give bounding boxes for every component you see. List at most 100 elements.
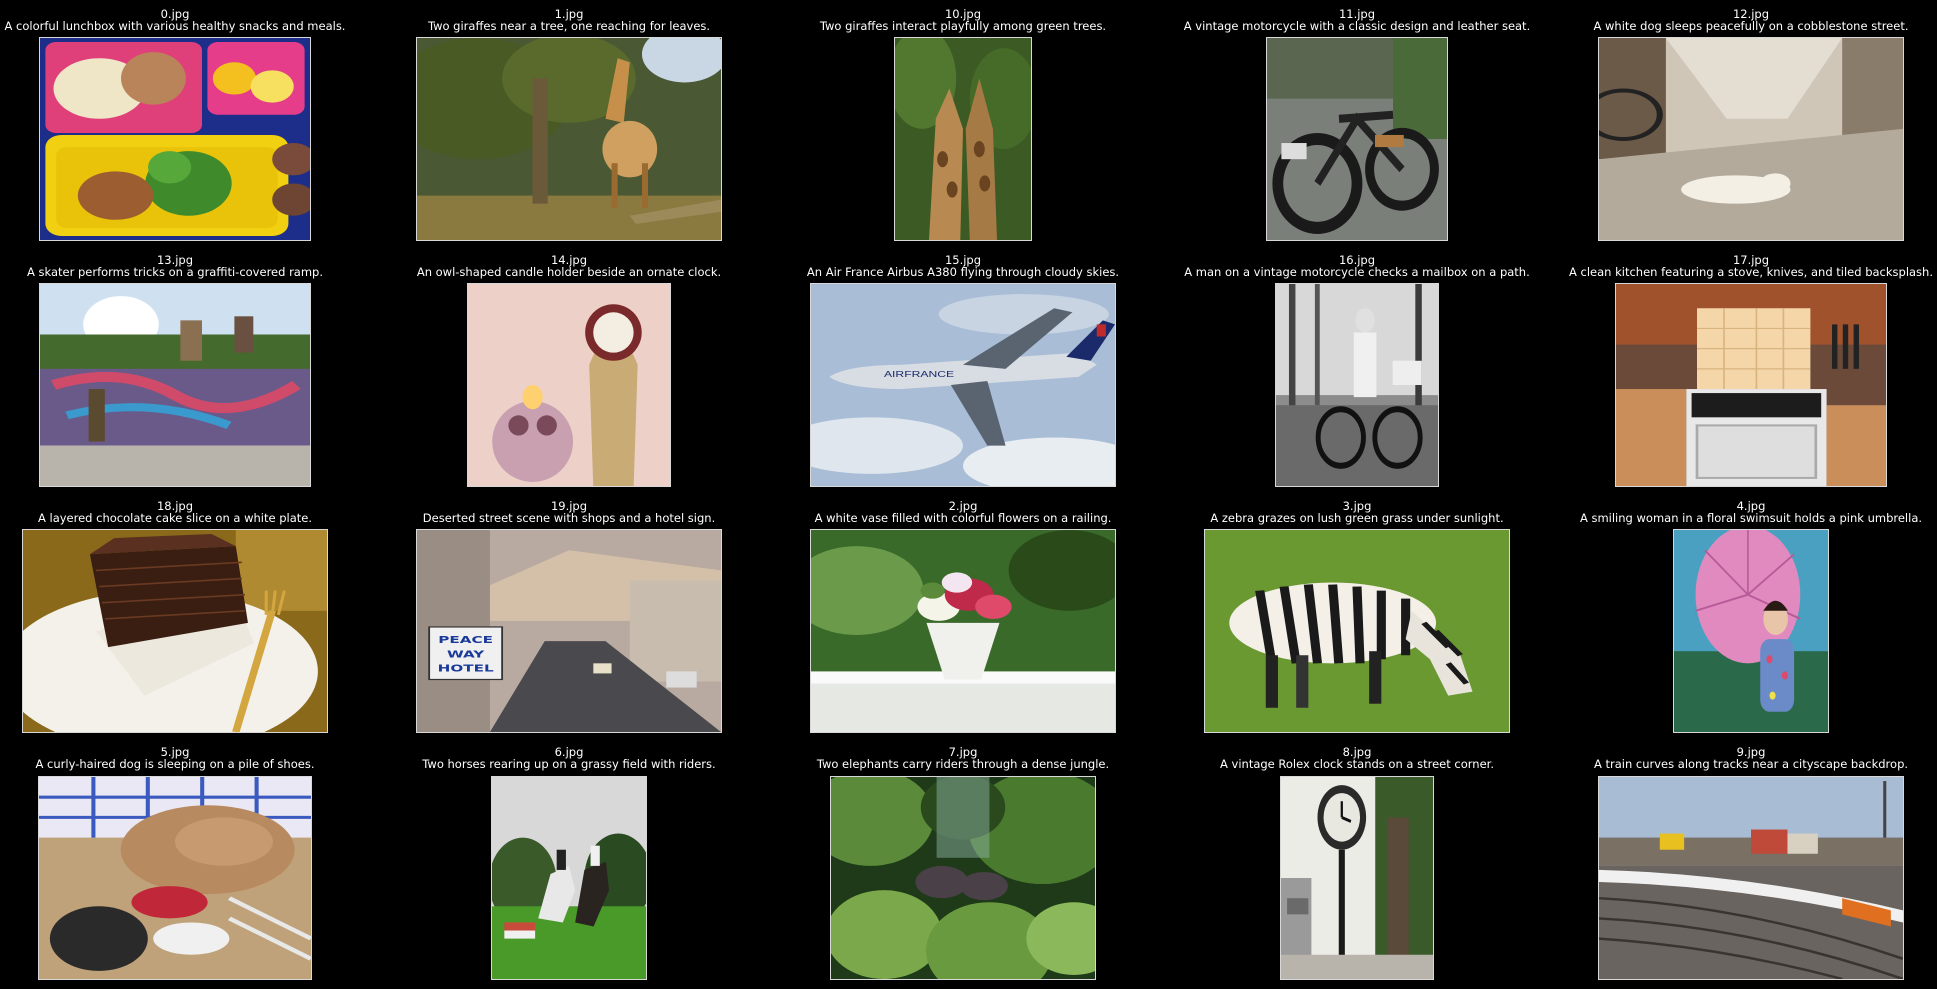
image-filename: 7.jpg	[948, 745, 978, 759]
photo	[23, 530, 327, 732]
image-filename: 0.jpg	[160, 7, 190, 21]
photo	[831, 777, 1095, 979]
image-tile: 10.jpg Two giraffes interact playfully am…	[769, 8, 1157, 32]
svg-text:AIRFRANCE: AIRFRANCE	[884, 371, 954, 380]
image-tile: 4.jpg A smiling woman in a floral swimsui…	[1557, 500, 1937, 524]
photo	[1599, 777, 1903, 979]
photo	[895, 38, 1031, 240]
image-tile: 19.jpg Deserted street scene with shops a…	[375, 500, 763, 524]
image-tile: 13.jpg A skater performs tricks on a graf…	[0, 254, 369, 278]
image-filename: 14.jpg	[550, 253, 588, 267]
image-thumbnail	[1280, 776, 1434, 980]
image-filename: 12.jpg	[1732, 7, 1770, 21]
image-caption: An owl-shaped candle holder beside an or…	[416, 265, 722, 279]
image-caption: A man on a vintage motorcycle checks a m…	[1184, 265, 1530, 279]
image-filename: 2.jpg	[948, 499, 978, 513]
image-filename: 16.jpg	[1338, 253, 1376, 267]
image-tile: 17.jpg A clean kitchen featuring a stove,…	[1557, 254, 1937, 278]
image-tile: 8.jpg A vintage Rolex clock stands on a s…	[1163, 746, 1551, 770]
image-tile: 3.jpg A zebra grazes on lush green grass …	[1163, 500, 1551, 524]
photo	[1276, 284, 1438, 486]
image-thumbnail	[22, 529, 328, 733]
image-thumbnail	[1598, 776, 1904, 980]
image-tile: 7.jpg Two elephants carry riders through …	[769, 746, 1157, 770]
image-caption: Two giraffes interact playfully among gr…	[819, 19, 1107, 33]
image-filename: 9.jpg	[1736, 745, 1766, 759]
image-caption: Two horses rearing up on a grassy field …	[422, 757, 716, 771]
photo: AIRFRANCE	[811, 284, 1115, 486]
image-filename: 13.jpg	[156, 253, 194, 267]
image-caption: A vintage motorcycle with a classic desi…	[1183, 19, 1531, 33]
image-thumbnail	[830, 776, 1096, 980]
image-filename: 10.jpg	[944, 7, 982, 21]
image-caption: A vintage Rolex clock stands on a street…	[1220, 757, 1494, 771]
photo	[1205, 530, 1509, 732]
image-tile: 1.jpg Two giraffes near a tree, one reach…	[375, 8, 763, 32]
photo	[468, 284, 670, 486]
image-tile: 6.jpg Two horses rearing up on a grassy f…	[375, 746, 763, 770]
image-filename: 1.jpg	[554, 7, 584, 21]
image-filename: 3.jpg	[1342, 499, 1372, 513]
image-thumbnail	[39, 283, 311, 487]
image-caption: A white vase filled with colorful flower…	[814, 511, 1112, 525]
image-thumbnail	[810, 529, 1116, 733]
image-thumbnail	[491, 776, 647, 980]
image-thumbnail: AIRFRANCE	[810, 283, 1116, 487]
image-tile: 12.jpg A white dog sleeps peacefully on a…	[1557, 8, 1937, 32]
image-filename: 5.jpg	[160, 745, 190, 759]
image-caption: An Air France Airbus A380 flying through…	[806, 265, 1120, 279]
image-caption: Deserted street scene with shops and a h…	[422, 511, 716, 525]
image-filename: 19.jpg	[550, 499, 588, 513]
image-thumbnail	[1204, 529, 1510, 733]
image-caption: A clean kitchen featuring a stove, knive…	[1568, 265, 1933, 279]
image-thumbnail	[467, 283, 671, 487]
image-tile: 16.jpg A man on a vintage motorcycle chec…	[1163, 254, 1551, 278]
image-filename: 11.jpg	[1338, 7, 1376, 21]
image-filename: 17.jpg	[1732, 253, 1770, 267]
image-caption: A train curves along tracks near a citys…	[1593, 757, 1909, 771]
image-filename: 6.jpg	[554, 745, 584, 759]
image-caption: Two giraffes near a tree, one reaching f…	[427, 19, 711, 33]
image-caption: A skater performs tricks on a graffiti-c…	[26, 265, 324, 279]
photo: PEACE WAY HOTEL	[417, 530, 721, 732]
image-filename: 4.jpg	[1736, 499, 1766, 513]
photo	[811, 530, 1115, 732]
image-filename: 15.jpg	[944, 253, 982, 267]
image-thumbnail	[1266, 37, 1448, 241]
image-thumbnail	[1275, 283, 1439, 487]
photo	[40, 38, 310, 240]
image-filename: 18.jpg	[156, 499, 194, 513]
image-thumbnail	[39, 37, 311, 241]
image-filename: 8.jpg	[1342, 745, 1372, 759]
image-thumbnail	[1673, 529, 1829, 733]
image-tile: 0.jpg A colorful lunchbox with various he…	[0, 8, 369, 32]
image-caption: A curly-haired dog is sleeping on a pile…	[35, 757, 315, 771]
image-tile: 14.jpg An owl-shaped candle holder beside…	[375, 254, 763, 278]
photo	[1674, 530, 1828, 732]
image-tile: 2.jpg A white vase filled with colorful f…	[769, 500, 1157, 524]
image-thumbnail	[894, 37, 1032, 241]
photo	[39, 777, 311, 979]
photo	[492, 777, 646, 979]
image-caption: A smiling woman in a floral swimsuit hol…	[1579, 511, 1923, 525]
svg-text:HOTEL: HOTEL	[438, 663, 494, 675]
photo	[40, 284, 310, 486]
image-caption: Two elephants carry riders through a den…	[816, 757, 1110, 771]
image-thumbnail	[416, 37, 722, 241]
photo	[1599, 38, 1903, 240]
svg-text:PEACE: PEACE	[438, 635, 493, 647]
photo	[1616, 284, 1886, 486]
image-tile: 18.jpg A layered chocolate cake slice on …	[0, 500, 369, 524]
image-thumbnail: PEACE WAY HOTEL	[416, 529, 722, 733]
image-thumbnail	[1598, 37, 1904, 241]
photo	[417, 38, 721, 240]
image-thumbnail	[38, 776, 312, 980]
svg-text:WAY: WAY	[447, 649, 485, 661]
image-thumbnail	[1615, 283, 1887, 487]
image-caption: A colorful lunchbox with various healthy…	[4, 19, 346, 33]
image-caption: A layered chocolate cake slice on a whit…	[37, 511, 313, 525]
image-tile: 11.jpg A vintage motorcycle with a classi…	[1163, 8, 1551, 32]
image-caption: A zebra grazes on lush green grass under…	[1210, 511, 1504, 525]
photo	[1267, 38, 1447, 240]
